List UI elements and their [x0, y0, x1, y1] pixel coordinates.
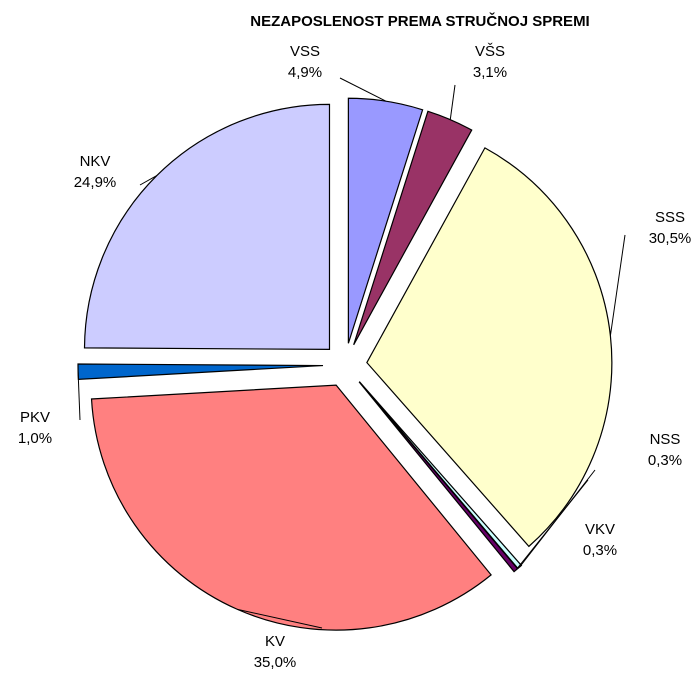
slice-value-label: 30,5%: [649, 230, 692, 247]
slice-value-label: 4,9%: [288, 64, 322, 81]
leader-line: [237, 608, 323, 629]
slice-label: NKV: [80, 153, 111, 170]
pie-slice: [353, 110, 473, 346]
leader-line: [609, 234, 626, 336]
leader-line: [449, 84, 456, 120]
chart-title: NEZAPOSLENOST PREMA STRUČNOJ SPREMI: [250, 12, 589, 30]
leader-line: [515, 479, 589, 571]
pie-slice: [77, 363, 324, 381]
slice-value-label: 0,3%: [583, 542, 617, 559]
slice-value-label: 35,0%: [254, 654, 297, 671]
slice-label: VKV: [585, 521, 615, 538]
slice-label: PKV: [20, 409, 50, 426]
slice-value-label: 0,3%: [648, 452, 682, 469]
slice-label: VSS: [290, 43, 320, 60]
slice-label: VŠS: [475, 43, 505, 60]
slice-value-label: 1,0%: [18, 430, 52, 447]
pie-slice: [83, 103, 331, 350]
pie-slice: [366, 147, 613, 548]
pie-slice: [90, 384, 492, 631]
leader-line: [77, 371, 81, 421]
leader-line: [339, 77, 387, 102]
slice-label: SSS: [655, 209, 685, 226]
slice-label: NSS: [650, 431, 681, 448]
slice-value-label: 24,9%: [74, 174, 117, 191]
slice-label: KV: [265, 633, 285, 650]
leader-line: [139, 175, 158, 186]
slice-value-label: 3,1%: [473, 64, 507, 81]
